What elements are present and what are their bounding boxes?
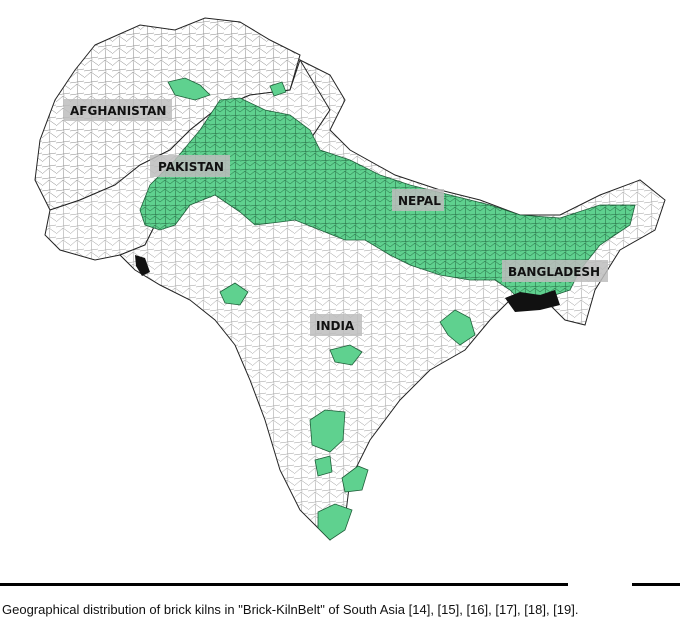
kiln-patch-north bbox=[167, 77, 211, 101]
kiln-patch-south-1 bbox=[309, 409, 346, 453]
label-india: INDIA bbox=[310, 314, 362, 336]
label-pakistan: PAKISTAN bbox=[150, 155, 230, 177]
figure-caption: Geographical distribution of brick kilns… bbox=[2, 602, 579, 617]
south-asia-map: AFGHANISTAN PAKISTAN NEPAL BANGLADESH IN… bbox=[34, 17, 666, 541]
divider-left bbox=[0, 583, 568, 586]
kiln-patch-south-4 bbox=[317, 503, 353, 541]
label-nepal: NEPAL bbox=[392, 189, 444, 211]
kiln-patch-gujarat bbox=[219, 282, 249, 306]
svg-text:PAKISTAN: PAKISTAN bbox=[158, 160, 224, 174]
kiln-patch-south-2 bbox=[314, 455, 333, 477]
kiln-belt-main-districts bbox=[140, 98, 635, 300]
divider-right bbox=[632, 583, 680, 586]
kiln-patch-central bbox=[329, 344, 363, 366]
svg-text:NEPAL: NEPAL bbox=[398, 194, 441, 208]
svg-text:AFGHANISTAN: AFGHANISTAN bbox=[70, 104, 166, 118]
coast-indus-delta bbox=[135, 255, 150, 276]
kiln-patch-odisha bbox=[439, 309, 476, 346]
kiln-patch-south-3 bbox=[341, 465, 369, 493]
coast-sundarbans bbox=[505, 290, 560, 312]
kiln-patch-kashmir bbox=[269, 81, 287, 97]
svg-text:BANGLADESH: BANGLADESH bbox=[508, 265, 600, 279]
svg-text:INDIA: INDIA bbox=[316, 319, 355, 333]
label-afghanistan: AFGHANISTAN bbox=[64, 99, 172, 121]
label-bangladesh: BANGLADESH bbox=[502, 260, 608, 282]
kiln-belt bbox=[139, 77, 636, 541]
